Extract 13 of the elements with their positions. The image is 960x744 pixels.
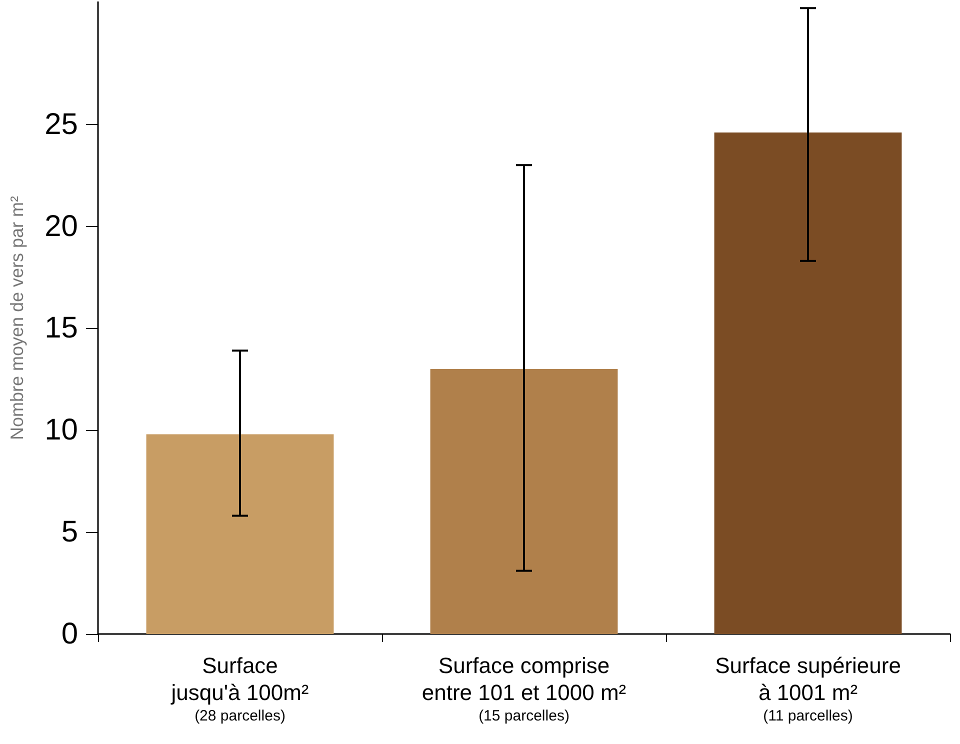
y-tick-label: 0 bbox=[61, 618, 78, 650]
bar bbox=[430, 368, 618, 634]
bar bbox=[146, 434, 334, 634]
y-axis-title: Nombre moyen de vers par m² bbox=[7, 196, 27, 440]
y-tick-label: 10 bbox=[44, 414, 78, 447]
x-tick-label: Surface jusqu'à 100m² (28 parcelles) bbox=[170, 653, 309, 724]
bar bbox=[714, 132, 902, 634]
y-tick-label: 5 bbox=[61, 516, 78, 549]
y-tick-label: 20 bbox=[44, 210, 78, 243]
x-tick-label: Surface supérieure à 1001 m² (11 parcelles) bbox=[715, 653, 901, 724]
y-tick-label: 15 bbox=[44, 312, 78, 345]
y-tick-label: 25 bbox=[44, 108, 78, 141]
x-tick-label: Surface comprise entre 101 et 1000 m² (15 parcelles) bbox=[422, 653, 626, 724]
